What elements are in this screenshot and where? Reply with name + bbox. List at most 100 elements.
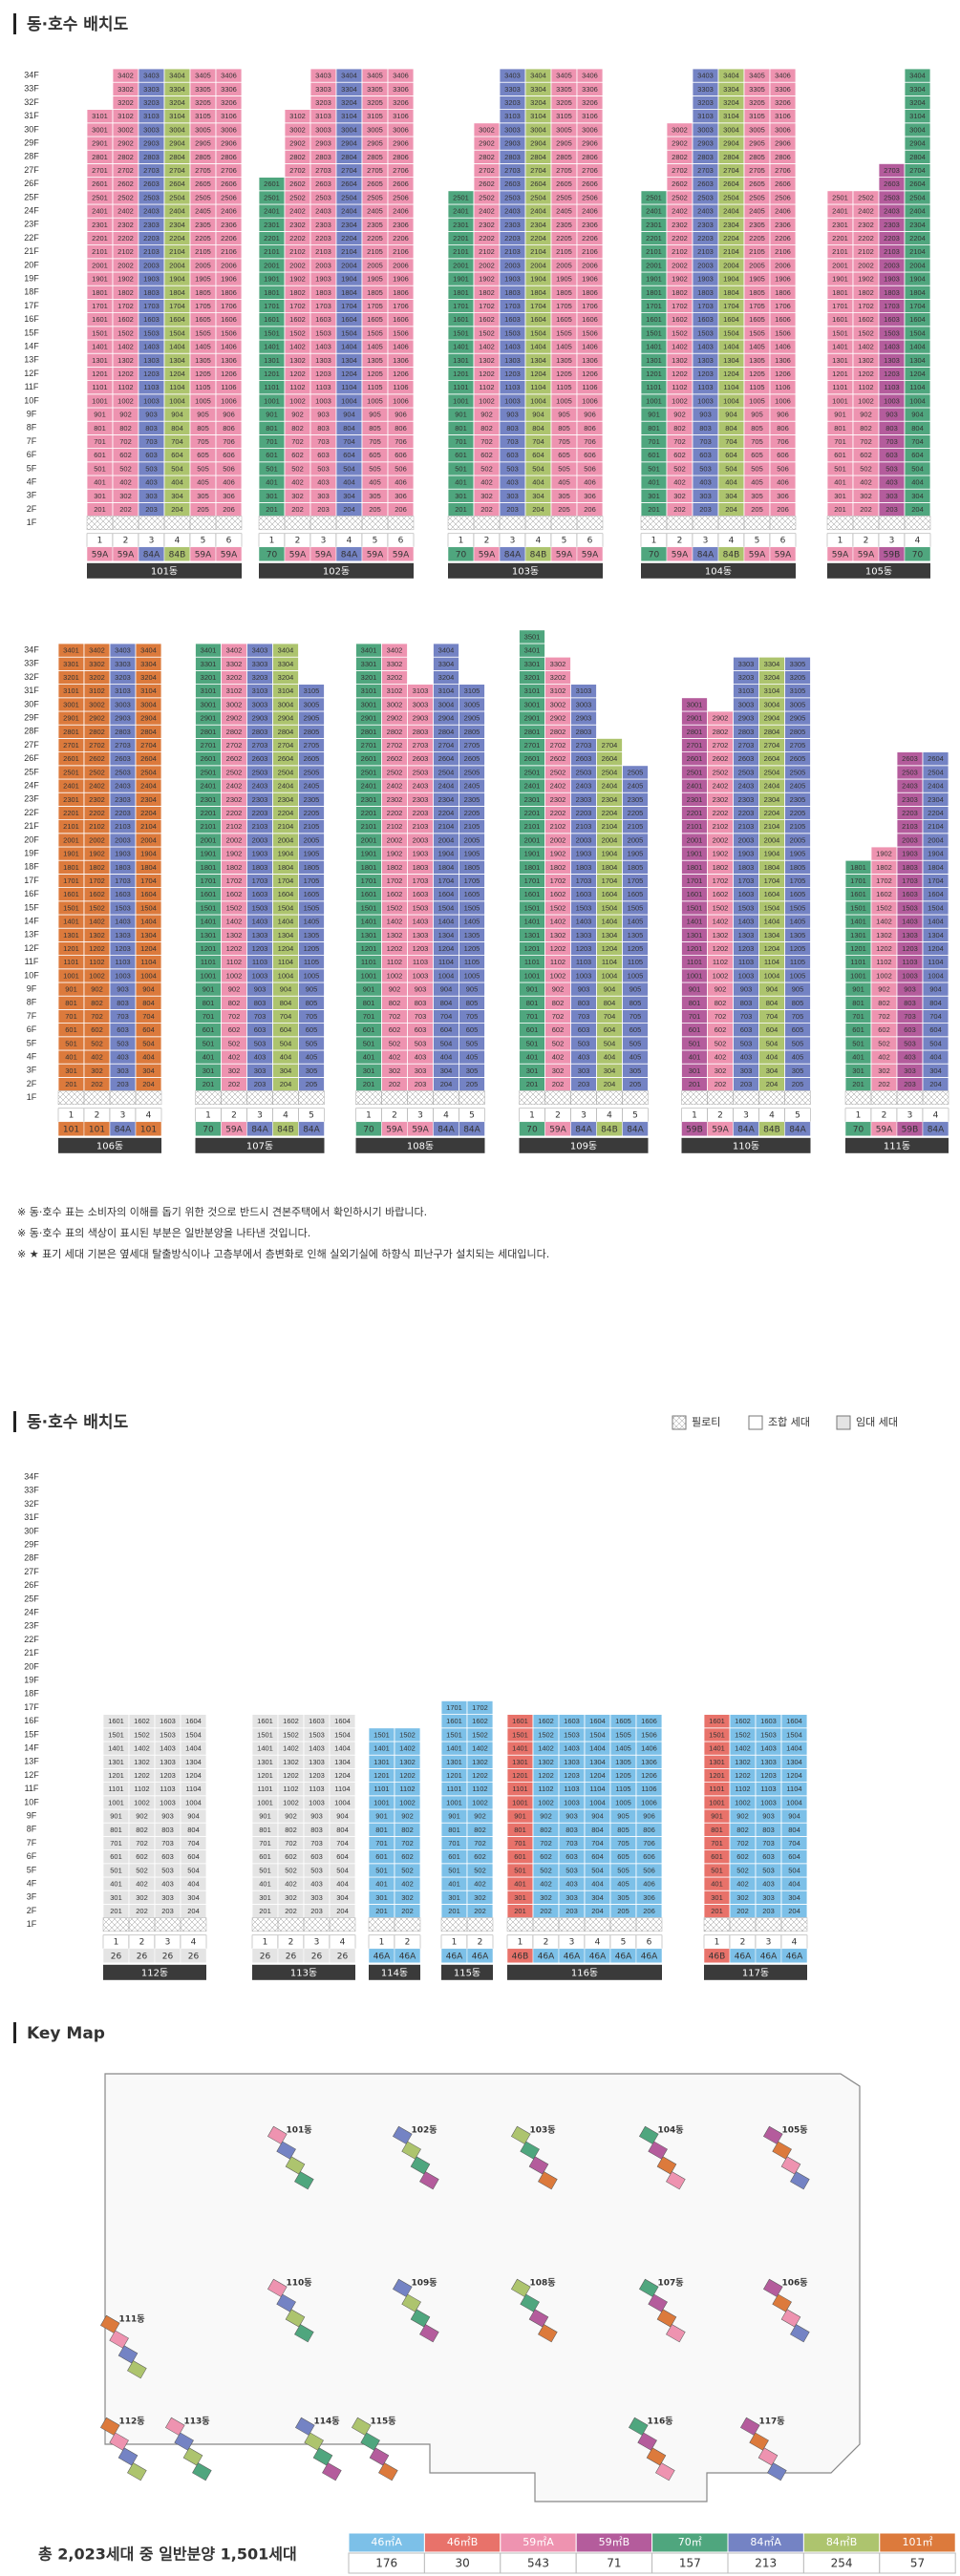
unit-number: 304 [591,1893,604,1902]
unit-number: 3006 [393,125,409,134]
unit-number: 1102 [735,1784,750,1793]
unit-number: 3304 [530,85,546,94]
unit-number: 2603 [902,754,918,763]
unit-type: 46A [786,1952,803,1961]
unit-type: 59A [221,550,238,560]
unit-number: 804 [929,999,942,1007]
floor-label: 13F [24,1757,39,1766]
unit-number: 1601 [687,890,703,898]
unit-number: 904 [440,985,453,994]
unit-number: 2903 [143,139,160,148]
unit-number: 1905 [367,275,383,284]
unit-number: 1301 [524,931,541,940]
piloti [635,1917,663,1932]
unit-number: 1704 [169,302,185,310]
unit-number: 2305 [195,221,211,229]
unit-number: 3004 [764,700,780,708]
unit-number: 1702 [289,302,306,310]
unit-number: 2703 [884,166,900,175]
unit-number: 3003 [115,700,131,708]
floor-label: 24F [24,1607,39,1616]
unit-number: 1801 [524,863,541,872]
piloti [878,516,906,531]
unit-number: 1805 [749,288,765,297]
unit-number: 1402 [672,343,688,351]
unit-number: 1502 [89,903,105,912]
unit-number: 1203 [413,944,429,953]
unit-type: 46B [512,1952,529,1961]
unit-number: 802 [91,999,103,1007]
unit-number: 404 [929,1053,942,1062]
unit-number: 1301 [709,1758,725,1766]
unit-number: 502 [389,1039,401,1047]
unit-number: 803 [740,999,753,1007]
unit-number: 1002 [289,396,306,405]
unit-number: 204 [343,505,355,514]
unit-number: 2303 [315,221,331,229]
unit-number: 3104 [723,112,739,120]
unit-number: 2304 [764,795,780,804]
unit-number: 1001 [832,396,848,405]
unit-number: 1401 [264,343,280,351]
unit-number: 201 [526,1080,539,1088]
unit-number: 305 [629,1066,642,1075]
unit-number: 3104 [341,112,357,120]
unit-number: 403 [317,478,330,487]
unit-number: 1405 [749,343,765,351]
unit-number: 1501 [850,903,866,912]
unit-number: 3405 [367,72,383,80]
unit-number: 1404 [928,918,944,926]
unit-number: 2504 [341,193,357,201]
unit-number: 203 [904,1080,916,1088]
unit-number: 2105 [367,247,383,256]
unit-number: 1901 [524,850,541,858]
unit-type: 70 [203,1125,214,1134]
line-number: 6 [226,536,232,545]
unit-number: 1103 [315,383,331,391]
floor-label: 7F [27,1838,37,1848]
unit-number: 2504 [909,193,926,201]
unit-number: 602 [715,1025,727,1034]
floor-label: 19F [24,848,39,857]
unit-number: 3304 [140,660,157,668]
unit-number: 1801 [850,863,866,872]
unit-number: 1003 [309,1798,325,1806]
floor-label: 23F [24,794,39,804]
floor-label: 13F [24,930,39,940]
unit-number: 1304 [764,931,780,940]
unit-number: 704 [929,1012,942,1021]
unit-number: 3104 [169,112,185,120]
unit-number: 2605 [304,754,320,763]
unit-number: 201 [203,1080,215,1088]
unit-number: 604 [280,1025,292,1034]
line-number: 2 [405,1937,411,1947]
unit-number: 2402 [858,207,874,216]
unit-number: 1703 [697,302,714,310]
line-number: 6 [647,1937,652,1947]
unit-number: 703 [904,1012,916,1021]
unit-number: 2702 [713,741,729,750]
unit-number: 2102 [117,247,134,256]
unit-type: 59A [479,550,496,560]
unit-number: 1003 [738,971,755,980]
unit-number: 604 [142,1025,155,1034]
unit-number: 3304 [169,85,185,94]
unit-number: 1602 [713,890,729,898]
unit-number: 3404 [723,72,739,80]
unit-number: 2103 [738,822,755,831]
keymap-label: 115동 [370,2417,395,2427]
unit-number: 1102 [538,1784,553,1793]
line-number: 3 [743,1110,749,1120]
unit-number: 1201 [92,370,108,378]
unit-number: 1004 [786,1798,802,1806]
unit-number: 1302 [876,931,892,940]
unit-number: 2105 [628,822,644,831]
floor-label: 31F [24,1512,39,1522]
unit-number: 1002 [538,1798,554,1806]
unit-number: 2103 [315,247,331,256]
unit-number: 302 [673,492,686,500]
unit-number: 504 [142,1039,155,1047]
unit-number: 701 [363,1012,375,1021]
unit-number: 1204 [438,944,455,953]
line-number: 1 [651,536,657,545]
